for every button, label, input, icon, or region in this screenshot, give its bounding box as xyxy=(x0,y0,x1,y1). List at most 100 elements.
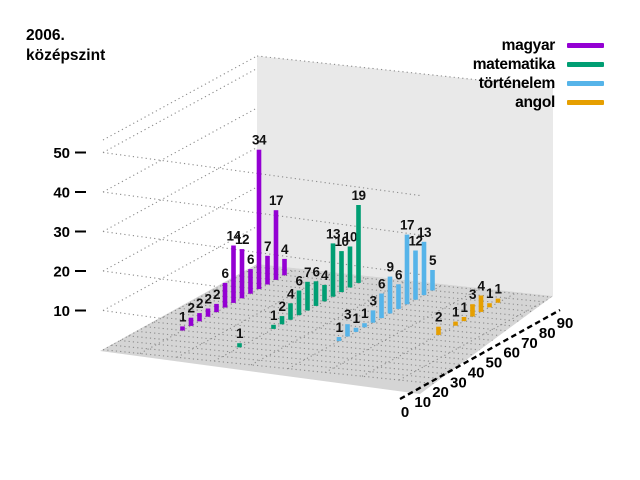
bar xyxy=(279,316,285,325)
legend-item-magyar: magyar xyxy=(473,36,604,55)
bar-value-label: 1 xyxy=(236,326,244,341)
right-wall xyxy=(257,56,553,296)
legend: magyar matematika történelem angol xyxy=(473,36,604,112)
bar-value-label: 6 xyxy=(295,274,303,289)
bar xyxy=(273,210,279,280)
x-tick-label: 30 xyxy=(450,374,467,391)
bar xyxy=(421,241,427,296)
bar xyxy=(256,149,262,290)
x-tick-label: 10 xyxy=(414,394,431,411)
bar-value-label: 2 xyxy=(213,287,220,302)
bar xyxy=(461,317,467,322)
bar-value-label: 17 xyxy=(400,218,414,233)
bar xyxy=(231,245,236,303)
bar xyxy=(370,310,376,323)
bar xyxy=(282,258,287,276)
bar xyxy=(353,327,359,332)
bar-value-label: 10 xyxy=(343,230,357,245)
bar xyxy=(237,343,242,348)
bar xyxy=(347,246,353,288)
bar xyxy=(379,293,384,319)
bar xyxy=(296,290,302,316)
legend-item-tortenelem: történelem xyxy=(473,74,604,93)
bar xyxy=(436,326,441,335)
bar xyxy=(288,303,293,320)
bar xyxy=(180,326,185,331)
bar-value-label: 1 xyxy=(335,320,343,335)
bar xyxy=(387,276,393,314)
x-tick-label: 90 xyxy=(557,315,574,332)
bar-value-label: 1 xyxy=(352,311,360,326)
bar-value-label: 4 xyxy=(321,268,329,283)
chart-title-line1: 2006. xyxy=(26,27,65,44)
bar xyxy=(239,249,245,299)
bar-value-label: 2 xyxy=(196,296,203,311)
bar-value-label: 1 xyxy=(460,300,468,315)
z-tick-label: 40 xyxy=(53,185,70,202)
bar-value-label: 6 xyxy=(221,266,229,281)
legend-item-matematika: matematika xyxy=(473,55,604,74)
legend-label: magyar xyxy=(501,36,556,54)
bar xyxy=(313,281,319,306)
legend-swatch xyxy=(567,43,604,48)
legend-label: angol xyxy=(515,93,555,111)
bar xyxy=(453,321,458,326)
bar xyxy=(322,284,327,302)
x-tick-label: 0 xyxy=(401,404,409,421)
bar-value-label: 6 xyxy=(247,252,255,267)
bar-value-label: 3 xyxy=(469,287,477,302)
bar xyxy=(356,205,361,283)
bar xyxy=(305,281,310,311)
bar xyxy=(430,270,435,291)
legend-label: történelem xyxy=(478,74,556,92)
bar-value-label: 1 xyxy=(361,306,369,321)
x-axis xyxy=(399,308,561,401)
bar-value-label: 4 xyxy=(287,286,295,301)
bar xyxy=(214,303,219,313)
bar-value-label: 7 xyxy=(264,239,271,254)
bar-value-label: 5 xyxy=(429,253,437,268)
bar xyxy=(222,282,228,308)
chart-title-line2: középszint xyxy=(26,47,106,64)
bar xyxy=(248,269,253,294)
bar-value-label: 7 xyxy=(304,265,311,280)
bar-value-label: 13 xyxy=(417,225,432,240)
legend-item-angol: angol xyxy=(473,93,604,112)
bar-value-label: 3 xyxy=(369,293,377,308)
bar-value-label: 14 xyxy=(226,229,241,244)
bar-value-label: 2 xyxy=(435,310,442,325)
x-tick-label: 70 xyxy=(521,335,538,352)
bar-value-label: 19 xyxy=(351,188,365,203)
bar xyxy=(362,323,367,328)
z-tick-label: 50 xyxy=(53,145,70,162)
x-tick-label: 60 xyxy=(503,345,520,362)
bar-value-label: 1 xyxy=(270,308,278,323)
bar xyxy=(188,317,194,326)
bar-value-label: 6 xyxy=(378,277,386,292)
x-tick-label: 80 xyxy=(539,325,556,342)
x-tick-label: 50 xyxy=(486,355,503,372)
bar xyxy=(265,255,270,285)
z-tick-label: 10 xyxy=(53,303,70,320)
bar xyxy=(271,324,276,329)
legend-swatch xyxy=(567,81,604,86)
bar-value-label: 12 xyxy=(235,232,249,247)
bar-value-label: 34 xyxy=(252,133,267,148)
z-tick-label: 20 xyxy=(53,264,70,281)
bar xyxy=(478,295,484,312)
bar xyxy=(345,324,350,337)
bar-value-label: 4 xyxy=(477,279,485,294)
bar-value-label: 9 xyxy=(386,260,393,275)
bar xyxy=(487,303,492,308)
legend-swatch xyxy=(567,62,604,67)
bar-value-label: 1 xyxy=(179,309,187,324)
bar xyxy=(495,298,501,303)
bar-value-label: 6 xyxy=(312,264,320,279)
bar xyxy=(339,251,344,293)
bar-value-label: 4 xyxy=(281,242,289,257)
x-tick-label: 20 xyxy=(432,384,449,401)
